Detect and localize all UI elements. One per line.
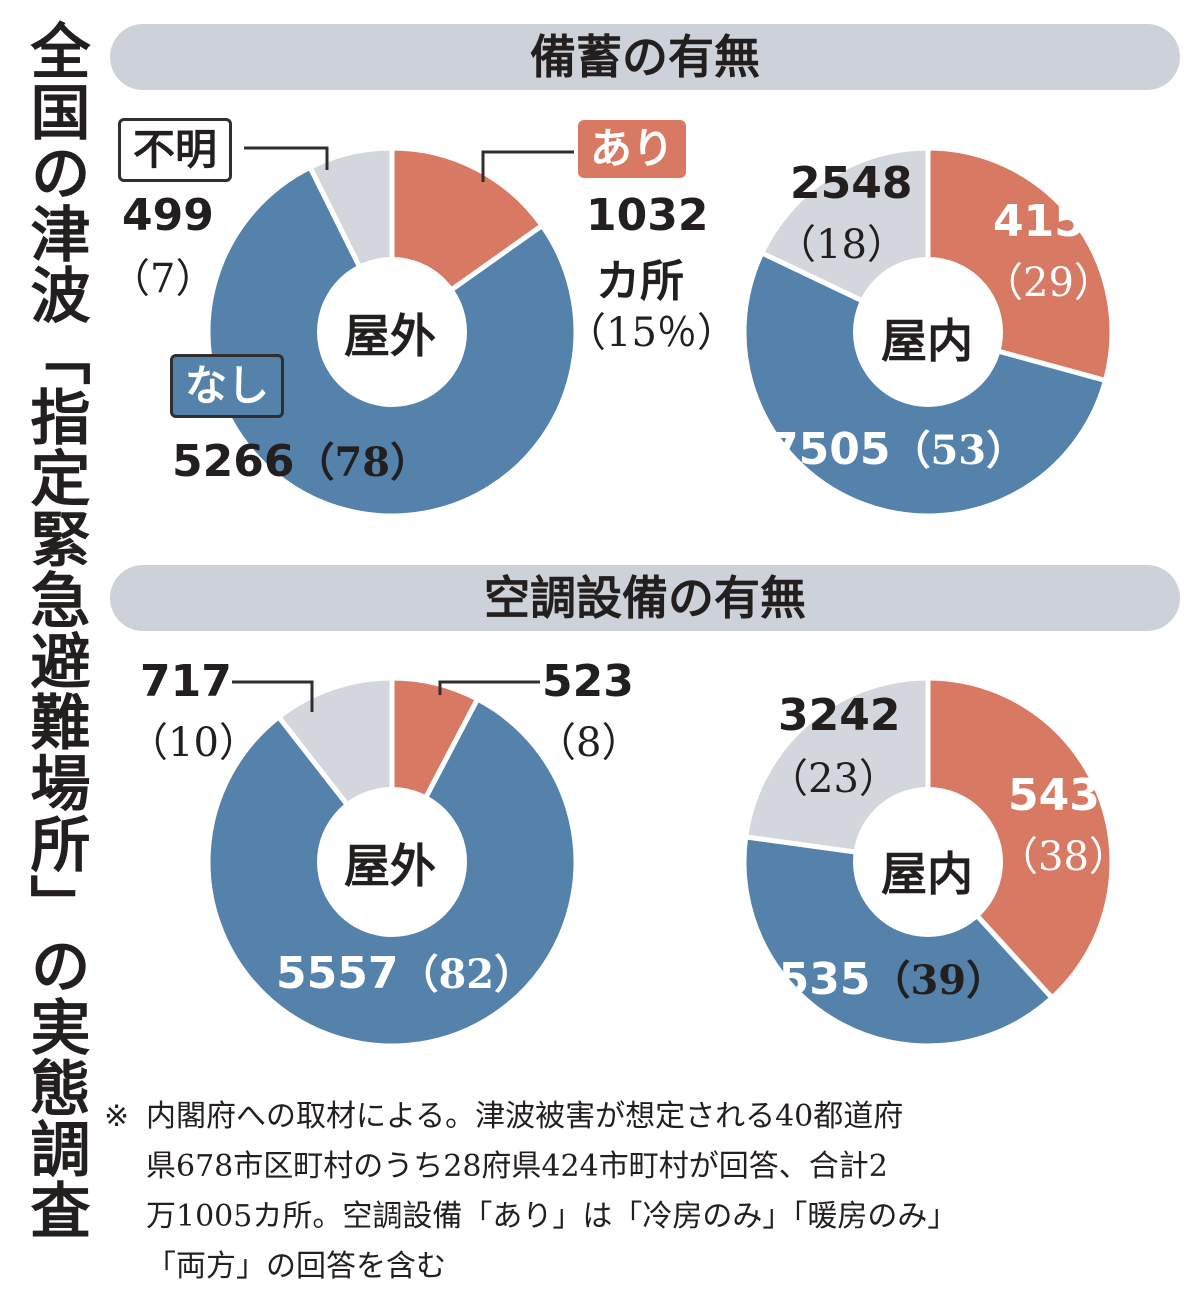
chart1-ari-unit: カ所: [596, 256, 684, 307]
chart2-ari-value: 4155: [993, 196, 1116, 247]
legend-tag-fumei: 不明: [118, 118, 233, 182]
chart1-nashi-value: 5266（78）: [172, 436, 431, 487]
chart4-center-label: 屋内: [881, 847, 973, 901]
section-heading-stockpile: 備蓄の有無: [110, 24, 1180, 90]
chart2-fumei-value: 2548: [790, 158, 913, 209]
chart2-ari-percent: （29）: [983, 260, 1114, 306]
chart4-ari-percent: （38）: [998, 834, 1129, 880]
chart2-fumei-percent: （18）: [776, 222, 907, 268]
chart4-fumei-value: 3242: [778, 690, 901, 741]
chart1-ari-leader: [481, 150, 574, 182]
chart3-ari-leader: [438, 680, 540, 695]
chart3-fumei-value: 717: [140, 656, 232, 707]
legend-tag-nashi: なし: [170, 354, 285, 418]
chart2-nashi-value: 7505（53）: [768, 424, 1027, 475]
chart3-hole: [317, 787, 467, 937]
chart4-nashi-value: 5535（39）: [748, 954, 1007, 1005]
chart3-ari-value: 523: [542, 656, 634, 707]
chart2-hole: [853, 257, 1003, 407]
chart1-hole: [317, 257, 467, 407]
chart1-center-label: 屋外: [344, 309, 436, 363]
chart3-fumei-percent: （10）: [128, 720, 259, 766]
chart4-ari-value: 5431: [1008, 770, 1131, 821]
chart4-slice-ari: [925, 675, 1115, 1002]
chart1-fumei-leader: [244, 146, 329, 170]
chart3-fumei-leader: [232, 680, 314, 712]
section-heading-aircon: 空調設備の有無: [110, 565, 1180, 631]
chart4-slice-nashi: [741, 834, 1056, 1049]
chart1-fumei-percent: （7）: [110, 256, 216, 302]
chart2-center-label: 屋内: [881, 314, 973, 368]
note-line: 内閣府への取材による。津波被害が想定される40都道府: [146, 1099, 904, 1134]
source-note: ※ 内閣府への取材による。津波被害が想定される40都道府 県678市区町村のうち…: [104, 1092, 1189, 1292]
page-title: 全国の津波「指定緊急避難場所」の実態調査: [20, 20, 90, 1240]
note-mark: ※: [104, 1099, 130, 1134]
note-line: 県678市区町村のうち28府県424市町村が回答、合計2: [146, 1149, 888, 1184]
chart3-center-label: 屋外: [344, 839, 436, 893]
chart3-ari-percent: （8）: [536, 720, 642, 766]
chart3-nashi-value: 5557（82）: [276, 948, 535, 999]
note-line: 万1005カ所。空調設備「あり」は「冷房のみ」「暖房のみ」: [146, 1199, 958, 1234]
chart4-fumei-percent: （23）: [768, 756, 899, 802]
chart1-ari-percent: （15％）: [566, 310, 737, 356]
chart1-fumei-value: 499: [122, 190, 214, 241]
note-line: 「両方」の回答を含む: [146, 1249, 446, 1284]
chart1-ari-value: 1032: [586, 190, 709, 241]
chart4-hole: [853, 787, 1003, 937]
legend-tag-ari: あり: [578, 120, 687, 178]
